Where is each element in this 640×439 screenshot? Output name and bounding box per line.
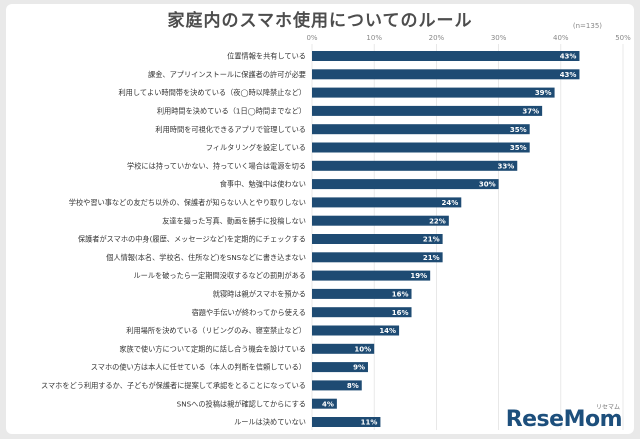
bar bbox=[312, 179, 499, 190]
x-tick-label: 0% bbox=[306, 34, 317, 42]
chart-title: 家庭内のスマホ使用についてのルール bbox=[167, 11, 473, 31]
value-label: 35% bbox=[510, 144, 527, 152]
bar bbox=[312, 215, 449, 226]
value-label: 9% bbox=[353, 364, 365, 372]
category-label: 利用時間を可視化できるアプリで管理している bbox=[155, 125, 306, 134]
value-label: 43% bbox=[560, 71, 577, 79]
sample-size-note: (n=135) bbox=[572, 22, 602, 30]
category-label: 宿題や手伝いが終わってから使える bbox=[192, 308, 306, 317]
bar bbox=[312, 160, 518, 171]
bar bbox=[312, 105, 543, 116]
x-tick-label: 30% bbox=[491, 34, 507, 42]
value-label: 19% bbox=[410, 272, 427, 280]
value-label: 39% bbox=[535, 89, 552, 97]
value-label: 37% bbox=[522, 108, 539, 116]
logo-text: ReseMom bbox=[505, 407, 623, 432]
category-label: 利用時間を決めている（1日◯時間までなど） bbox=[157, 107, 306, 116]
value-label: 14% bbox=[379, 327, 396, 335]
bar bbox=[312, 87, 555, 98]
value-label: 8% bbox=[347, 382, 359, 390]
value-label: 24% bbox=[442, 199, 459, 207]
bar bbox=[312, 234, 443, 244]
x-tick-label: 40% bbox=[553, 34, 569, 42]
category-label: 個人情報(本名、学校名、住所など)をSNSなどに書き込まない bbox=[106, 253, 306, 262]
bar bbox=[312, 252, 443, 263]
category-label: スマホの使い方は本人に任せている（本人の判断を信頼している） bbox=[91, 363, 306, 372]
category-label: 利用場所を決めている（リビングのみ、寝室禁止など） bbox=[126, 326, 306, 335]
category-label: ルールを破ったら一定期間没収するなどの罰則がある bbox=[133, 271, 306, 280]
value-label: 16% bbox=[392, 291, 409, 299]
category-label: 利用してよい時間帯を決めている（夜◯時以降禁止など） bbox=[118, 88, 306, 97]
bar bbox=[312, 124, 530, 135]
x-tick-label: 10% bbox=[366, 34, 382, 42]
bar bbox=[312, 197, 462, 208]
bar bbox=[312, 288, 412, 299]
category-label: 課金、アプリインストールに保護者の許可が必要 bbox=[148, 70, 306, 79]
category-label: フィルタリングを設定している bbox=[206, 143, 306, 152]
value-label: 10% bbox=[354, 345, 371, 353]
bar bbox=[312, 142, 530, 153]
value-label: 4% bbox=[322, 400, 334, 408]
value-label: 35% bbox=[510, 126, 527, 134]
category-label: 学校には持っていかない、持っていく場合は電源を切る bbox=[127, 161, 306, 170]
bar bbox=[312, 51, 580, 61]
value-label: 11% bbox=[361, 419, 378, 427]
bar bbox=[312, 325, 400, 336]
resemom-logo: リセマム ReseMom bbox=[505, 404, 623, 432]
category-label: 保護者がスマホの中身(履歴、メッセージなど)を定期的にチェックする bbox=[78, 235, 306, 244]
bar bbox=[312, 398, 337, 409]
bar bbox=[312, 380, 362, 391]
bar bbox=[312, 270, 431, 281]
category-label: 食事中、勉強中は使わない bbox=[220, 180, 306, 189]
logo-kana: リセマム bbox=[595, 404, 620, 411]
category-label: 家族で使い方について定期的に話し合う機会を設けている bbox=[119, 344, 306, 353]
bar bbox=[312, 343, 375, 354]
value-label: 30% bbox=[479, 181, 496, 189]
value-label: 21% bbox=[423, 236, 440, 244]
category-label: スマホをどう利用するか、子どもが保護者に提案して承認をとることになっている bbox=[41, 381, 306, 390]
category-label: 友達を撮った写真、動画を勝手に投稿しない bbox=[162, 216, 306, 225]
value-label: 33% bbox=[497, 162, 514, 170]
value-label: 16% bbox=[392, 309, 409, 317]
value-label: 21% bbox=[423, 254, 440, 262]
value-label: 43% bbox=[560, 53, 577, 61]
x-tick-label: 20% bbox=[429, 34, 445, 42]
bar bbox=[312, 69, 580, 80]
x-tick-label: 50% bbox=[615, 34, 631, 42]
category-label: 位置情報を共有している bbox=[227, 52, 306, 61]
bar bbox=[312, 417, 381, 427]
category-label: 学校や習い事などの友だち以外の、保護者が知らない人とやり取りしない bbox=[69, 198, 306, 207]
bar bbox=[312, 362, 368, 373]
category-label: SNSへの投稿は親が確認してからにする bbox=[177, 399, 306, 408]
value-label: 22% bbox=[429, 217, 446, 225]
bar bbox=[312, 307, 412, 318]
category-label: 就寝時は親がスマホを預かる bbox=[213, 290, 306, 299]
category-label: ルールは決めていない bbox=[234, 418, 306, 427]
